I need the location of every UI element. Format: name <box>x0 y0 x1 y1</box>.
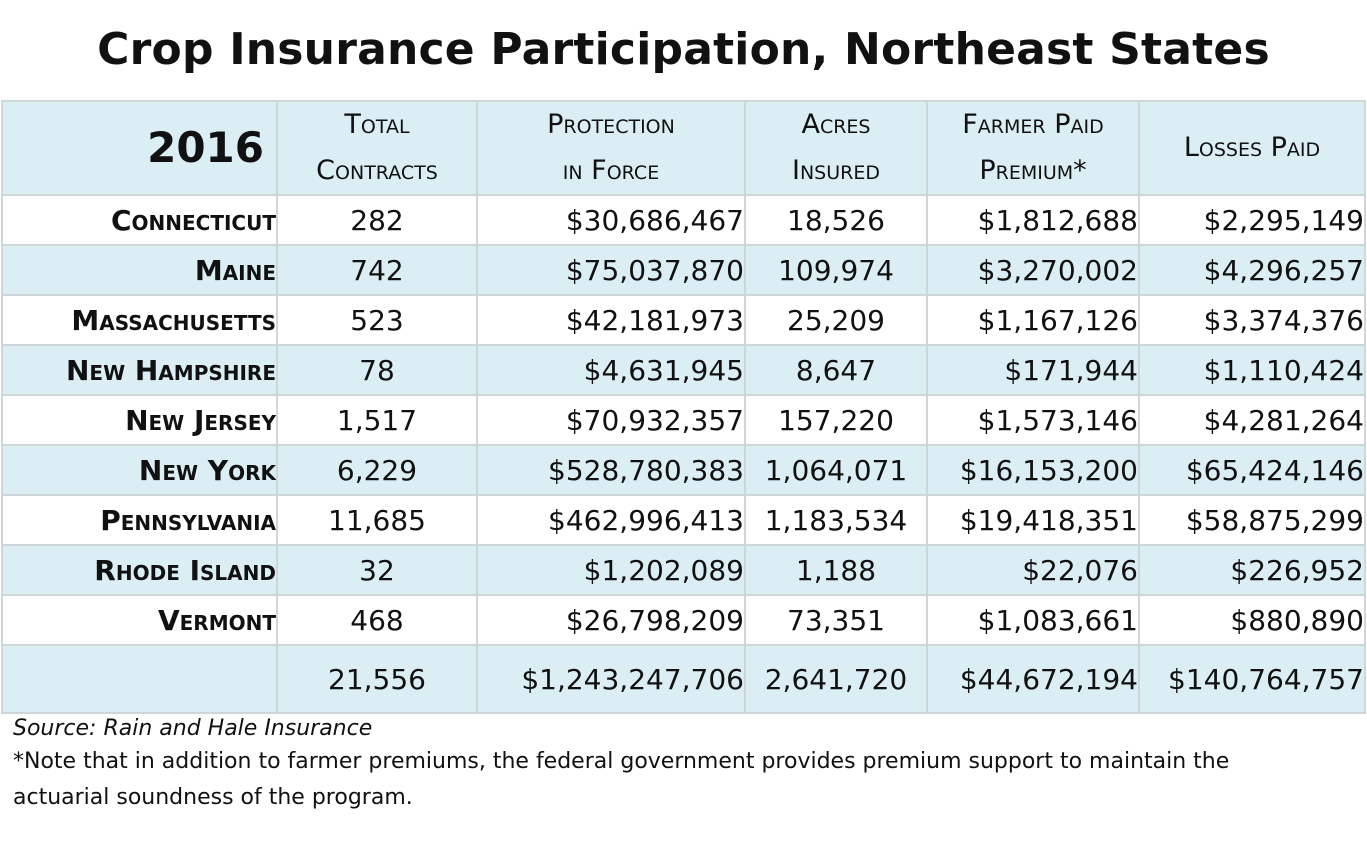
header-line: Farmer Paid <box>962 109 1104 140</box>
losses-cell: $226,952 <box>1138 544 1366 596</box>
total-losses-cell: $140,764,757 <box>1138 644 1366 714</box>
header-line: Protection <box>547 109 675 140</box>
protection-cell: $462,996,413 <box>476 494 746 546</box>
losses-cell: $3,374,376 <box>1138 294 1366 346</box>
header-protection-in-force: Protection in Force <box>476 100 746 196</box>
losses-cell: $4,296,257 <box>1138 244 1366 296</box>
year-header: 2016 <box>1 100 278 196</box>
state-cell: Rhode Island <box>1 544 278 596</box>
contracts-cell: 468 <box>276 594 478 646</box>
contracts-cell: 282 <box>276 194 478 246</box>
premium-cell: $22,076 <box>926 544 1140 596</box>
total-row: 21,556 $1,243,247,706 2,641,720 $44,672,194… <box>1 644 1366 714</box>
state-cell: New Jersey <box>1 394 278 446</box>
acres-cell: 157,220 <box>744 394 928 446</box>
contracts-cell: 1,517 <box>276 394 478 446</box>
table-row: New York 6,229 $528,780,383 1,064,071 $16,15… <box>1 444 1366 496</box>
acres-cell: 1,183,534 <box>744 494 928 546</box>
state-cell: Connecticut <box>1 194 278 246</box>
acres-cell: 25,209 <box>744 294 928 346</box>
total-premium-cell: $44,672,194 <box>926 644 1140 714</box>
protection-cell: $1,202,089 <box>476 544 746 596</box>
header-line: Insured <box>792 155 880 186</box>
header-line: Contracts <box>316 155 438 186</box>
contracts-cell: 742 <box>276 244 478 296</box>
header-line: Premium* <box>979 155 1087 186</box>
table-row: Maine 742 $75,037,870 109,974 $3,270,002 $4,2… <box>1 244 1366 296</box>
protection-cell: $42,181,973 <box>476 294 746 346</box>
header-total-contracts: Total Contracts <box>276 100 478 196</box>
table-row: New Hampshire 78 $4,631,945 8,647 $171,944 $1… <box>1 344 1366 396</box>
header-line: in Force <box>562 155 660 186</box>
losses-cell: $2,295,149 <box>1138 194 1366 246</box>
header-line: Total <box>344 109 410 140</box>
protection-cell: $26,798,209 <box>476 594 746 646</box>
header-line: Acres <box>801 109 871 140</box>
contracts-cell: 6,229 <box>276 444 478 496</box>
protection-cell: $30,686,467 <box>476 194 746 246</box>
total-protection-cell: $1,243,247,706 <box>476 644 746 714</box>
acres-cell: 1,064,071 <box>744 444 928 496</box>
insurance-table: 2016 Total Contracts Protection in Force… <box>1 100 1366 714</box>
total-contracts-cell: 21,556 <box>276 644 478 714</box>
premium-cell: $1,083,661 <box>926 594 1140 646</box>
losses-cell: $58,875,299 <box>1138 494 1366 546</box>
total-acres-cell: 2,641,720 <box>744 644 928 714</box>
losses-cell: $1,110,424 <box>1138 344 1366 396</box>
table-row: Rhode Island 32 $1,202,089 1,188 $22,076 $226… <box>1 544 1366 596</box>
header-line: Losses Paid <box>1183 132 1321 163</box>
page-title: Crop Insurance Participation, Northeast … <box>97 24 1270 75</box>
premium-cell: $171,944 <box>926 344 1140 396</box>
header-farmer-paid-premium: Farmer Paid Premium* <box>926 100 1140 196</box>
state-cell: Massachusetts <box>1 294 278 346</box>
table-header-row: 2016 Total Contracts Protection in Force… <box>1 100 1366 196</box>
table-row: Connecticut 282 $30,686,467 18,526 $1,812,68… <box>1 194 1366 246</box>
header-losses-paid: Losses Paid <box>1138 100 1366 196</box>
premium-cell: $19,418,351 <box>926 494 1140 546</box>
protection-cell: $70,932,357 <box>476 394 746 446</box>
protection-cell: $75,037,870 <box>476 244 746 296</box>
source-caption: Source: Rain and Hale Insurance <box>13 716 373 741</box>
state-cell: Maine <box>1 244 278 296</box>
header-acres-insured: Acres Insured <box>744 100 928 196</box>
state-cell: Pennsylvania <box>1 494 278 546</box>
acres-cell: 18,526 <box>744 194 928 246</box>
losses-cell: $880,890 <box>1138 594 1366 646</box>
acres-cell: 8,647 <box>744 344 928 396</box>
state-cell: New Hampshire <box>1 344 278 396</box>
total-state-cell <box>1 644 278 714</box>
protection-cell: $4,631,945 <box>476 344 746 396</box>
losses-cell: $4,281,264 <box>1138 394 1366 446</box>
premium-cell: $1,812,688 <box>926 194 1140 246</box>
contracts-cell: 78 <box>276 344 478 396</box>
footnote: *Note that in addition to farmer premium… <box>13 749 1230 810</box>
table-row: Vermont 468 $26,798,209 73,351 $1,083,661 $88… <box>1 594 1366 646</box>
acres-cell: 73,351 <box>744 594 928 646</box>
premium-cell: $3,270,002 <box>926 244 1140 296</box>
contracts-cell: 32 <box>276 544 478 596</box>
state-cell: Vermont <box>1 594 278 646</box>
losses-cell: $65,424,146 <box>1138 444 1366 496</box>
acres-cell: 1,188 <box>744 544 928 596</box>
premium-cell: $1,573,146 <box>926 394 1140 446</box>
table-row: Massachusetts 523 $42,181,973 25,209 $1,167,… <box>1 294 1366 346</box>
contracts-cell: 11,685 <box>276 494 478 546</box>
premium-cell: $1,167,126 <box>926 294 1140 346</box>
acres-cell: 109,974 <box>744 244 928 296</box>
premium-cell: $16,153,200 <box>926 444 1140 496</box>
state-cell: New York <box>1 444 278 496</box>
contracts-cell: 523 <box>276 294 478 346</box>
table-row: Pennsylvania 11,685 $462,996,413 1,183,534 $… <box>1 494 1366 546</box>
table-row: New Jersey 1,517 $70,932,357 157,220 $1,573,… <box>1 394 1366 446</box>
protection-cell: $528,780,383 <box>476 444 746 496</box>
